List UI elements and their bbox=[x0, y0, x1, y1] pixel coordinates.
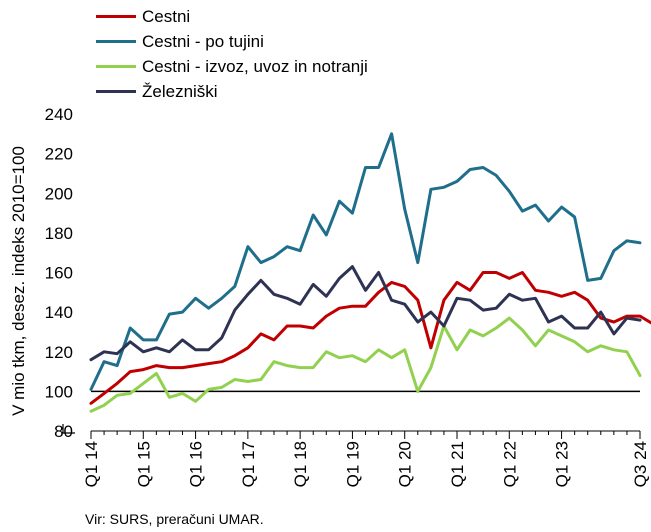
y-tick-label: 180 bbox=[45, 224, 73, 243]
y-tick-label: 240 bbox=[45, 105, 73, 124]
series-lines bbox=[89, 132, 651, 413]
x-tick-label: Q1 18 bbox=[291, 441, 310, 487]
legend-item-cestni: Cestni bbox=[96, 4, 368, 29]
y-tick-label: 100 bbox=[45, 382, 73, 401]
legend-label: Cestni - po tujini bbox=[142, 31, 264, 51]
legend-label: Cestni bbox=[142, 6, 191, 26]
legend-swatch bbox=[96, 65, 136, 68]
legend-swatch bbox=[96, 90, 136, 93]
y-tick-label: 140 bbox=[45, 303, 73, 322]
x-tick-label: Q1 23 bbox=[553, 441, 572, 487]
axis-break-mark bbox=[62, 424, 75, 434]
x-tick-label: Q1 19 bbox=[343, 441, 362, 487]
legend-item-cestni-izvoz-uvoz: Cestni - izvoz, uvoz in notranji bbox=[96, 54, 368, 79]
series-line-0 bbox=[89, 271, 651, 405]
legend-label: Cestni - izvoz, uvoz in notranji bbox=[142, 56, 368, 76]
x-tick-label: Q1 16 bbox=[187, 441, 206, 487]
x-axis-ticks: Q1 14 Q1 15 Q1 16 Q1 17 Q1 18 Q1 19 Q1 20 Q1 21… bbox=[82, 431, 650, 487]
y-tick-label: 120 bbox=[45, 343, 73, 362]
x-tick-label: Q1 21 bbox=[448, 441, 467, 487]
series-line-1 bbox=[89, 132, 642, 391]
x-tick-label: Q1 20 bbox=[396, 441, 415, 487]
x-tick-label: Q1 15 bbox=[134, 441, 153, 487]
y-tick-label: 160 bbox=[45, 264, 73, 283]
x-tick-label: Q1 14 bbox=[82, 441, 101, 487]
x-tick-label: Q3 24 bbox=[631, 441, 650, 487]
series-line-2 bbox=[89, 316, 642, 413]
legend-swatch bbox=[96, 40, 136, 43]
x-tick-label: Q1 17 bbox=[239, 441, 258, 487]
legend-swatch bbox=[96, 15, 136, 18]
source-note: Vir: SURS, preračuni UMAR. bbox=[85, 511, 264, 527]
x-tick-label: Q1 22 bbox=[500, 441, 519, 487]
legend: Cestni Cestni - po tujini Cestni - izvoz… bbox=[96, 4, 368, 104]
legend-item-cestni-po-tujini: Cestni - po tujini bbox=[96, 29, 368, 54]
legend-label: Železniški bbox=[142, 81, 218, 101]
y-tick-label: 220 bbox=[45, 145, 73, 164]
y-tick-label: 200 bbox=[45, 184, 73, 203]
series-line-3 bbox=[89, 265, 642, 362]
y-axis-label-group: V mio tkm, desez. indeks 2010=100 bbox=[9, 146, 28, 416]
legend-item-zelezniski: Železniški bbox=[96, 79, 368, 104]
y-axis-label: V mio tkm, desez. indeks 2010=100 bbox=[9, 146, 28, 416]
